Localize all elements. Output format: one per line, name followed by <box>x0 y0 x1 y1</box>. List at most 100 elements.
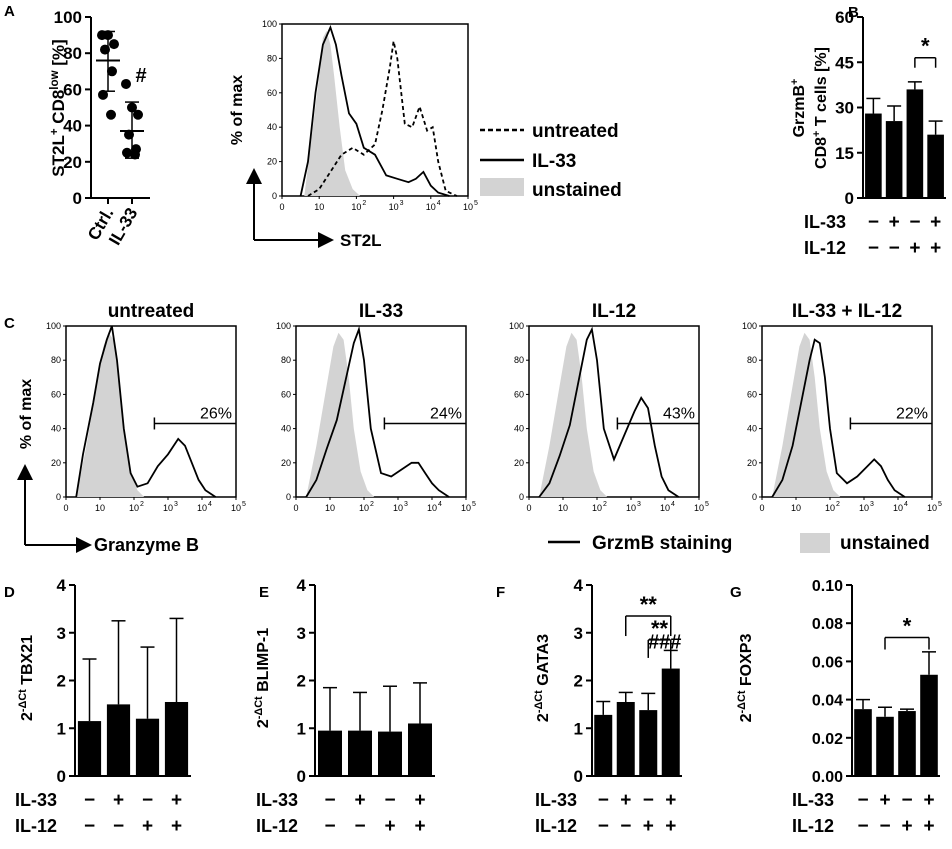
D-il33-label: IL-33 <box>15 790 57 810</box>
F-il12-sign: + <box>665 816 676 837</box>
F-il12-sign: − <box>598 816 609 837</box>
C3-frame <box>528 325 700 498</box>
C3-ytick-label: 80 <box>514 355 524 365</box>
C3-xtick-label: 10 <box>592 503 602 513</box>
ylabel-part: ST2L <box>49 135 68 177</box>
C1-xtick-exp: 2 <box>140 501 144 508</box>
E-ytick-label: 0 <box>297 767 306 786</box>
G-il12-label: IL-12 <box>792 816 834 836</box>
C1-frame <box>65 325 237 498</box>
A-dot-point <box>133 109 143 120</box>
C2-xtick-label: 0 <box>293 503 298 513</box>
C4-title: IL-33 + IL-12 <box>792 301 902 322</box>
A-legend-unstained-swatch <box>480 178 524 196</box>
C2-xtick-label: 10 <box>359 503 369 513</box>
C2-xtick-exp: 4 <box>438 501 442 508</box>
F-bar <box>594 714 613 776</box>
C3-ytick-label: 40 <box>514 424 524 434</box>
ylabel-part: TBX21 <box>19 635 36 689</box>
C2-ytick-label: 100 <box>276 321 291 331</box>
F-ytick-label: 1 <box>574 719 583 738</box>
ylabel-superscript: -ΔCt <box>533 690 545 713</box>
D-il12-sign: − <box>113 816 124 837</box>
A-hist-ylabel: % of max <box>229 75 246 145</box>
C4-xtick-label: 10 <box>791 503 801 513</box>
A-hist-xtick-label: 0 <box>279 202 284 212</box>
C4-ytick-label: 20 <box>747 458 757 468</box>
panel-label-D: D <box>4 584 15 601</box>
panel-label-F: F <box>496 584 505 601</box>
C3-xtick-exp: 4 <box>671 501 675 508</box>
E-ylabel: 2-ΔCt BLIMP-1 <box>253 628 272 728</box>
B-ytick-label: 60 <box>835 8 854 27</box>
C3-xtick-label: 10 <box>626 503 636 513</box>
C1-grzmb-line <box>75 325 217 498</box>
D-ytick-label: 0 <box>57 767 66 786</box>
ylabel-superscript: -ΔCt <box>736 690 748 713</box>
F-ytick-label: 0 <box>574 767 583 786</box>
C1-title: untreated <box>108 301 195 322</box>
A-hist-xtick-label: 10 <box>314 202 324 212</box>
C3-xtick-exp: 5 <box>705 501 709 508</box>
C1-xtick-label: 10 <box>95 503 105 513</box>
A-legend-il33-label: IL-33 <box>532 151 576 172</box>
B-ytick-label: 15 <box>835 144 854 163</box>
G-il33-sign: − <box>857 790 868 811</box>
C2-ytick-label: 0 <box>286 492 291 502</box>
G-il33-label: IL-33 <box>792 790 834 810</box>
panel-label-C: C <box>4 315 15 332</box>
A-hist-ytick-label: 100 <box>262 19 277 29</box>
A-dot-ytick-label: 60 <box>63 80 82 99</box>
C4-xtick-exp: 3 <box>870 501 874 508</box>
C4-xtick-label: 0 <box>759 503 764 513</box>
G-il33-sign: + <box>879 790 890 811</box>
F-bar <box>616 701 635 776</box>
D-il33-sign: − <box>142 790 153 811</box>
C3-xtick-exp: 2 <box>603 501 607 508</box>
A-hist-untreated-line <box>307 41 458 197</box>
C2-xtick-exp: 5 <box>472 501 476 508</box>
C2-xtick-label: 10 <box>427 503 437 513</box>
ylabel-superscript: + <box>811 131 823 137</box>
ylabel-part: 2 <box>19 712 36 721</box>
F-bar <box>661 668 680 776</box>
B-il12-sign: + <box>930 238 941 259</box>
C4-xtick-exp: 5 <box>938 501 942 508</box>
F-il33-sign: − <box>598 790 609 811</box>
D-il33-sign: − <box>84 790 95 811</box>
C3-title: IL-12 <box>592 301 636 322</box>
D-ytick-label: 4 <box>57 576 67 595</box>
C2-xtick-label: 10 <box>393 503 403 513</box>
C3-gate-label: 43% <box>663 405 695 422</box>
C4-ytick-label: 40 <box>747 424 757 434</box>
panel-label-E: E <box>259 584 269 601</box>
D-ylabel: 2-ΔCt TBX21 <box>17 635 36 721</box>
C4-xtick-label: 10 <box>825 503 835 513</box>
G-sig-label: * <box>903 614 912 639</box>
E-il12-sign: − <box>324 816 335 837</box>
D-bar <box>77 721 102 776</box>
D-ytick-label: 3 <box>57 624 66 643</box>
C-xlabel: Granzyme B <box>94 535 199 555</box>
C2-ytick-label: 40 <box>281 424 291 434</box>
B-il33-sign: + <box>930 212 941 233</box>
C4-xtick-label: 10 <box>893 503 903 513</box>
F-bar <box>639 710 658 776</box>
B-bar <box>865 113 882 198</box>
A-hist-ytick-label: 40 <box>267 122 277 132</box>
C1-unstained-fill <box>76 332 145 497</box>
C2-gate-label: 24% <box>430 405 462 422</box>
A-hist-ytick-label: 60 <box>267 88 277 98</box>
D-il12-sign: + <box>171 816 182 837</box>
A-hist-ytick-label: 20 <box>267 157 277 167</box>
C1-xtick-label: 10 <box>197 503 207 513</box>
C4-grzmb-line <box>771 338 906 498</box>
E-bar <box>408 723 432 776</box>
D-il33-sign: + <box>113 790 124 811</box>
F-ytick-label: 2 <box>574 672 583 691</box>
C-legend-unstained-label: unstained <box>840 533 930 554</box>
ylabel-part: GATA3 <box>535 634 552 690</box>
ylabel-part: 2 <box>535 713 552 722</box>
